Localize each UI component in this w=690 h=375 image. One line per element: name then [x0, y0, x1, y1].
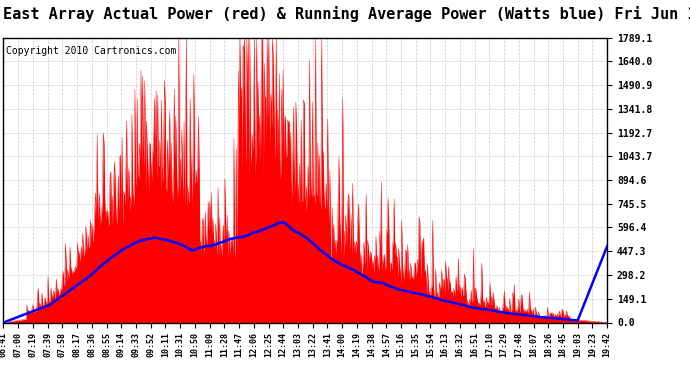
Text: East Array Actual Power (red) & Running Average Power (Watts blue) Fri Jun 11 19: East Array Actual Power (red) & Running … — [3, 6, 690, 22]
Text: Copyright 2010 Cartronics.com: Copyright 2010 Cartronics.com — [6, 46, 177, 56]
